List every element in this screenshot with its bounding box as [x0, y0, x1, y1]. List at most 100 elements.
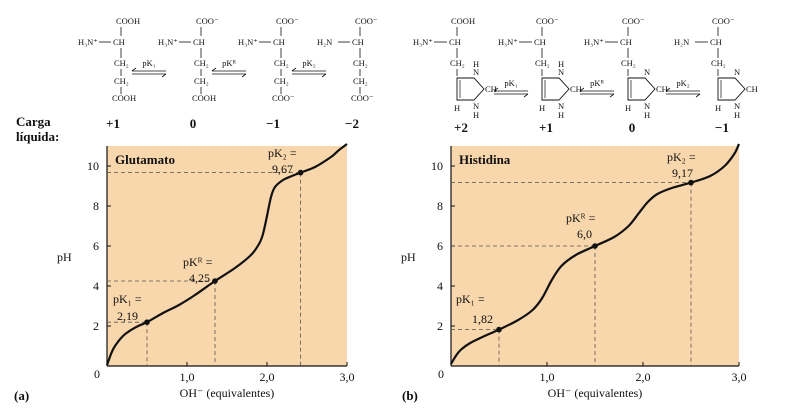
- glutamate-species: COO⁻ H₂N CH CH₂ CH₂ COO⁻ −2: [317, 16, 377, 131]
- equilibrium-label: pKᴿ: [590, 78, 604, 88]
- equilibrium-arrows: pK₁: [493, 78, 529, 98]
- amino-group: H₃N⁺: [498, 37, 518, 47]
- ring-ch: CH: [485, 84, 497, 94]
- equilibrium-arrows: pKᴿ: [211, 58, 247, 78]
- ring-h-left: H: [625, 103, 631, 113]
- pk-label: pK₂ =: [268, 146, 297, 160]
- net-charge: +1: [106, 116, 120, 131]
- structures-layer: COOH H₃N⁺ CH CH₂ CH₂ COOH +1 COO⁻ H₃N⁺ CH CH₂ CH₂ CO…: [78, 16, 758, 135]
- ring-n-bottom: N: [473, 101, 479, 111]
- ch2-group: CH₂: [194, 58, 209, 68]
- ring-ch: CH: [570, 84, 582, 94]
- equilibrium-arrows: pK₁: [131, 58, 167, 78]
- ring-n-bottom: N: [734, 101, 740, 111]
- net-charge: 0: [190, 116, 197, 131]
- pk-value: 2,19: [117, 309, 138, 323]
- y-tick-label: 8: [437, 199, 443, 213]
- equilibrium-arrows: pK₂: [291, 58, 327, 78]
- amino-group: H₂N: [317, 37, 332, 47]
- net-charge: −1: [266, 116, 280, 131]
- alpha-carbon: CH: [193, 37, 205, 47]
- ch2-group: CH₂: [353, 58, 368, 68]
- pk-label: pKᴿ =: [183, 255, 213, 269]
- net-charge: 0: [629, 120, 636, 135]
- panel-b-label: (b): [402, 388, 418, 403]
- carboxyl-side: COOH: [192, 93, 216, 103]
- y-tick-label: 6: [93, 239, 99, 253]
- carboxyl-top: COO⁻: [536, 16, 558, 26]
- alpha-carbon: CH: [620, 37, 632, 47]
- carga-label-line1: Carga: [16, 114, 51, 129]
- pk-point: [688, 179, 694, 186]
- ring-n-bottom: N: [558, 101, 564, 111]
- y-tick-label: 8: [93, 199, 99, 213]
- y-tick-label: 10: [431, 159, 443, 173]
- x-axis-label: OH⁻ (equivalentes): [180, 386, 275, 400]
- amino-group: H₃N⁺: [158, 37, 178, 47]
- carboxyl-top: COOH: [116, 16, 140, 26]
- y-tick-label: 2: [437, 319, 443, 333]
- ring-h-left: H: [539, 103, 545, 113]
- equilibrium-arrows: pKᴿ: [579, 78, 615, 98]
- glutamate-species: COOH H₃N⁺ CH CH₂ CH₂ COOH +1: [78, 16, 140, 131]
- chart-title: Glutamato: [115, 152, 175, 167]
- ring-h-bottom: H: [644, 110, 650, 120]
- ch2-group: CH₂: [114, 58, 129, 68]
- equilibrium-label: pK₁: [142, 58, 155, 68]
- glutamate-species: COO⁻ H₃N⁺ CH CH₂ CH₂ COOH 0: [158, 16, 218, 131]
- pk-value: 9,17: [672, 166, 693, 180]
- x-tick-label: 3,0: [732, 370, 747, 384]
- y-axis-label: pH: [401, 250, 416, 264]
- imidazole-ring: [717, 77, 746, 101]
- imidazole-ring: [541, 77, 570, 101]
- ring-h-top: H: [558, 59, 564, 69]
- chart-title: Histidina: [459, 152, 511, 167]
- pk-value: 1,82: [472, 312, 493, 326]
- pk-value: 6,0: [577, 227, 592, 241]
- equilibrium-label: pK₂: [676, 78, 689, 88]
- glutamate-species: COO⁻ H₃N⁺ CH CH₂ CH₂ COO⁻ −1: [238, 16, 298, 131]
- ch2-group: CH₂: [450, 58, 465, 68]
- ring-h-left: H: [454, 103, 460, 113]
- pk-point: [212, 278, 218, 284]
- chart-b: 2 4 6 8 10 0 1,0 2,0 3,0 OH⁻ (equivalentes) pH Hist…: [401, 143, 747, 400]
- amino-group: H₃N⁺: [238, 37, 258, 47]
- x-tick-label: 2,0: [260, 370, 275, 384]
- ch2-group: CH₂: [274, 58, 289, 68]
- ring-n-top: N: [473, 67, 479, 77]
- carboxyl-side: COOH: [112, 93, 136, 103]
- imidazole-ring: [627, 77, 656, 101]
- y-tick-label: 4: [437, 279, 443, 293]
- pk-value: 9,67: [272, 162, 293, 176]
- plot-background: [107, 146, 347, 366]
- net-charge: +1: [539, 120, 553, 135]
- ring-h-left: H: [715, 103, 721, 113]
- ring-ch: CH: [656, 84, 668, 94]
- ring-h-bottom: H: [473, 110, 479, 120]
- carboxyl-top: COO⁻: [355, 16, 377, 26]
- chart-a: 2 4 6 8 10 0 1,0 2,0 3,0 OH⁻ (equivalentes) pH Glut…: [57, 143, 355, 400]
- ring-n-top: N: [734, 67, 740, 77]
- pk-label: pK₁ =: [456, 292, 485, 306]
- equilibrium-label: pK₂: [302, 58, 315, 68]
- x-tick-label: 1,0: [540, 370, 555, 384]
- amino-group: H₃N⁺: [78, 37, 98, 47]
- ring-ch: CH: [746, 84, 758, 94]
- ring-n-top: N: [558, 67, 564, 77]
- net-charge: −2: [345, 116, 359, 131]
- carboxyl-top: COO⁻: [712, 16, 734, 26]
- pk-label: pK₂ =: [667, 150, 696, 164]
- alpha-carbon: CH: [352, 37, 364, 47]
- amino-group: H₃N⁺: [584, 37, 604, 47]
- panel-a-label: (a): [14, 388, 29, 403]
- y-axis-label: pH: [57, 250, 72, 264]
- ch2-group: CH₂: [621, 58, 636, 68]
- alpha-carbon: CH: [273, 37, 285, 47]
- carboxyl-top: COOH: [451, 16, 475, 26]
- ring-n-bottom: N: [644, 101, 650, 111]
- amino-group: H₃N⁺: [413, 37, 433, 47]
- x-axis-label: OH⁻ (equivalentes): [548, 386, 643, 400]
